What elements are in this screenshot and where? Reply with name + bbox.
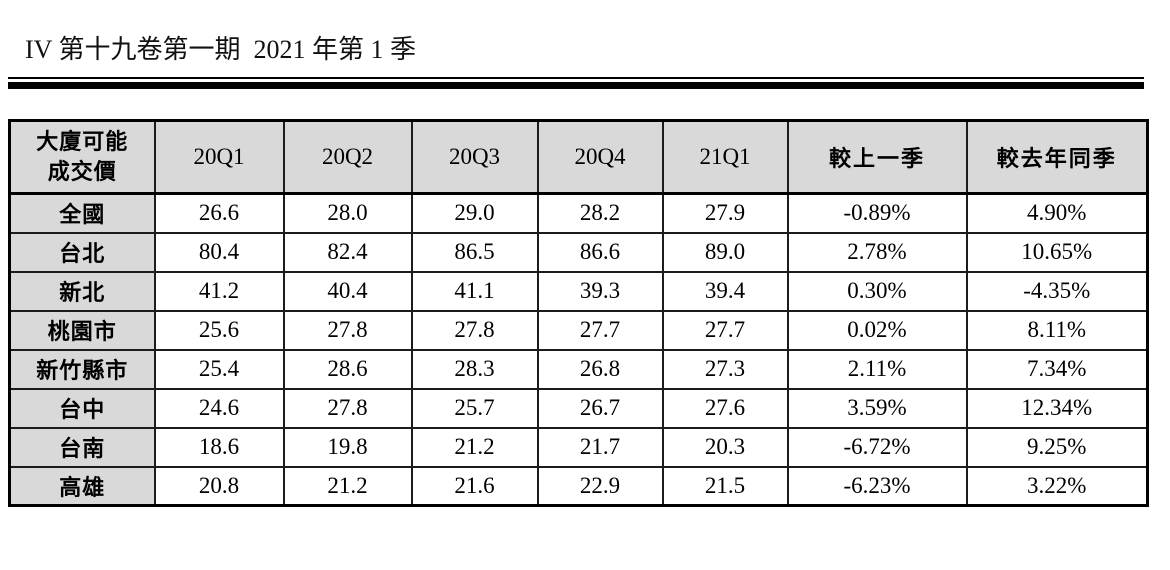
value-cell: 12.34% [965, 387, 1149, 429]
value-cell: 2.11% [786, 348, 968, 390]
value-cell: 0.02% [786, 309, 968, 351]
value-cell: 0.30% [786, 270, 968, 312]
value-cell: 86.5 [410, 231, 539, 273]
region-cell: 新北 [8, 270, 156, 312]
value-cell: 82.4 [282, 231, 413, 273]
value-cell: 20.3 [661, 426, 789, 468]
value-cell: 19.8 [282, 426, 413, 468]
value-cell: 22.9 [536, 465, 664, 507]
value-cell: 27.8 [410, 309, 539, 351]
table-row: 新竹縣市 25.4 28.6 28.3 26.8 27.3 2.11% 7.34% [8, 348, 1149, 390]
value-cell: 21.7 [536, 426, 664, 468]
column-header: 20Q1 [153, 119, 285, 195]
value-cell: 28.3 [410, 348, 539, 390]
table-row: 台北 80.4 82.4 86.5 86.6 89.0 2.78% 10.65% [8, 231, 1149, 273]
value-cell: 24.6 [153, 387, 285, 429]
journal-issue-title: IV 第十九卷第一期 2021 年第 1 季 [25, 35, 416, 64]
column-header: 21Q1 [661, 119, 789, 195]
value-cell: 2.78% [786, 231, 968, 273]
value-cell: 27.9 [661, 192, 789, 234]
table-row: 全國 26.6 28.0 29.0 28.2 27.9 -0.89% 4.90% [8, 192, 1149, 234]
value-cell: 28.6 [282, 348, 413, 390]
value-cell: -4.35% [965, 270, 1149, 312]
value-cell: 28.2 [536, 192, 664, 234]
value-cell: 27.7 [536, 309, 664, 351]
value-cell: 20.8 [153, 465, 285, 507]
value-cell: 39.4 [661, 270, 789, 312]
value-cell: 41.1 [410, 270, 539, 312]
column-header: 較去年同季 [965, 119, 1149, 195]
value-cell: 9.25% [965, 426, 1149, 468]
region-cell: 台中 [8, 387, 156, 429]
value-cell: 21.2 [410, 426, 539, 468]
column-header: 20Q4 [536, 119, 664, 195]
value-cell: -6.72% [786, 426, 968, 468]
value-cell: 26.8 [536, 348, 664, 390]
divider-thin-line [8, 77, 1144, 79]
corner-header-line2: 成交價 [47, 159, 117, 184]
table-row: 桃園市 25.6 27.8 27.8 27.7 27.7 0.02% 8.11% [8, 309, 1149, 351]
value-cell: 8.11% [965, 309, 1149, 351]
value-cell: 27.7 [661, 309, 789, 351]
value-cell: 4.90% [965, 192, 1149, 234]
value-cell: 26.7 [536, 387, 664, 429]
value-cell: 27.6 [661, 387, 789, 429]
value-cell: 39.3 [536, 270, 664, 312]
corner-header-line1: 大廈可能 [36, 129, 129, 155]
corner-header-cell: 大廈可能 成交價 [8, 119, 156, 195]
table-header-row: 大廈可能 成交價 20Q1 20Q2 20Q3 20Q4 21Q1 較上一季 較去年同季 [8, 119, 1149, 195]
table-row: 新北 41.2 40.4 41.1 39.3 39.4 0.30% -4.35% [8, 270, 1149, 312]
region-cell: 全國 [8, 192, 156, 234]
value-cell: 41.2 [153, 270, 285, 312]
value-cell: 29.0 [410, 192, 539, 234]
column-header: 20Q3 [410, 119, 539, 195]
divider-thick-line [8, 82, 1144, 89]
value-cell: 86.6 [536, 231, 664, 273]
column-header: 20Q2 [282, 119, 413, 195]
value-cell: 25.6 [153, 309, 285, 351]
region-cell: 新竹縣市 [8, 348, 156, 390]
region-cell: 台北 [8, 231, 156, 273]
value-cell: 21.2 [282, 465, 413, 507]
value-cell: 21.5 [661, 465, 789, 507]
header-divider [8, 77, 1144, 89]
region-cell: 台南 [8, 426, 156, 468]
value-cell: 25.7 [410, 387, 539, 429]
price-table: 大廈可能 成交價 20Q1 20Q2 20Q3 20Q4 21Q1 較上一季 較去年同季 全… [8, 119, 1149, 507]
value-cell: 27.8 [282, 309, 413, 351]
column-header: 較上一季 [786, 119, 968, 195]
value-cell: 80.4 [153, 231, 285, 273]
value-cell: 26.6 [153, 192, 285, 234]
region-cell: 高雄 [8, 465, 156, 507]
value-cell: 28.0 [282, 192, 413, 234]
value-cell: 10.65% [965, 231, 1149, 273]
value-cell: 3.22% [965, 465, 1149, 507]
value-cell: 7.34% [965, 348, 1149, 390]
value-cell: 89.0 [661, 231, 789, 273]
value-cell: 40.4 [282, 270, 413, 312]
price-table-body: 全國 26.6 28.0 29.0 28.2 27.9 -0.89% 4.90% 台北 80.4 8… [8, 192, 1149, 507]
value-cell: 25.4 [153, 348, 285, 390]
table-row: 高雄 20.8 21.2 21.6 22.9 21.5 -6.23% 3.22% [8, 465, 1149, 507]
region-cell: 桃園市 [8, 309, 156, 351]
value-cell: -6.23% [786, 465, 968, 507]
value-cell: -0.89% [786, 192, 968, 234]
value-cell: 21.6 [410, 465, 539, 507]
table-row: 台南 18.6 19.8 21.2 21.7 20.3 -6.72% 9.25% [8, 426, 1149, 468]
value-cell: 3.59% [786, 387, 968, 429]
table-row: 台中 24.6 27.8 25.7 26.7 27.6 3.59% 12.34% [8, 387, 1149, 429]
value-cell: 18.6 [153, 426, 285, 468]
value-cell: 27.8 [282, 387, 413, 429]
value-cell: 27.3 [661, 348, 789, 390]
